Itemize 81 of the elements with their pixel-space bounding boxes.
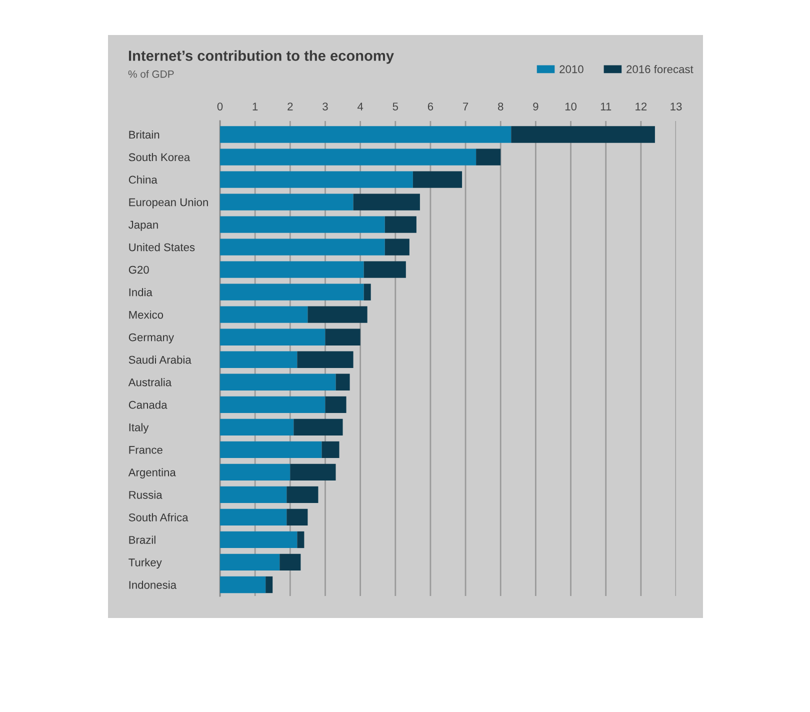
bar (220, 216, 385, 233)
chart-subtitle: % of GDP (128, 70, 174, 78)
y-tick-label: South Korea (128, 152, 190, 162)
bar (325, 328, 360, 346)
bar (294, 418, 343, 436)
bar (280, 554, 301, 571)
y-tick-label: Saudi Arabia (128, 356, 192, 364)
bar (220, 171, 413, 188)
y-tick-label: Argentina (128, 468, 176, 479)
bar (286, 508, 308, 526)
x-tick-label: 13 (670, 102, 682, 110)
legend-label: 2016 forecast (626, 65, 694, 74)
y-tick-label: European Union (129, 198, 208, 208)
bar (220, 306, 308, 323)
bar (220, 261, 364, 278)
x-tick-label: 8 (498, 102, 504, 110)
bar (290, 464, 336, 481)
y-tick-label: Germany (128, 333, 174, 344)
y-tick-label: Australia (128, 378, 172, 386)
x-tick-label: 10 (565, 102, 577, 110)
bar (220, 418, 294, 436)
bar (220, 396, 326, 413)
bar (297, 351, 354, 368)
bar (220, 328, 326, 346)
bar (297, 531, 304, 548)
bar (364, 261, 406, 278)
bar (266, 576, 273, 594)
y-tick-label: Mexico (129, 310, 164, 319)
bar (384, 216, 416, 233)
legend-label: 2010 (560, 65, 584, 74)
bar (412, 171, 462, 188)
bar (220, 351, 298, 368)
bar (220, 554, 280, 571)
y-tick-label: South Africa (128, 513, 188, 522)
y-tick-label: Turkey (128, 558, 162, 569)
x-tick-label: 1 (252, 102, 258, 110)
y-tick-label: India (129, 288, 152, 296)
y-tick-label: Italy (129, 423, 149, 434)
y-tick-label: United States (129, 243, 195, 252)
y-tick-label: Canada (128, 400, 168, 409)
y-tick-label: Brazil (129, 536, 156, 544)
bar (308, 306, 368, 323)
bar (511, 126, 655, 143)
bar (384, 238, 410, 256)
x-tick-label: 5 (392, 102, 398, 110)
x-tick-label: 11 (600, 102, 612, 110)
bar (325, 396, 346, 413)
bar (220, 374, 336, 390)
x-tick-label: 2 (288, 102, 293, 110)
x-tick-label: 0 (217, 102, 223, 110)
bar (220, 194, 354, 210)
bar (220, 284, 364, 300)
x-tick-label: 6 (428, 102, 434, 110)
bar (220, 238, 385, 256)
x-tick-label: 3 (322, 102, 328, 110)
bar (220, 531, 298, 548)
bar (220, 441, 322, 458)
bar (364, 284, 371, 300)
y-tick-label: Indonesia (129, 580, 177, 589)
y-tick-label: Japan (128, 220, 158, 231)
x-tick-label: 4 (357, 102, 364, 110)
y-tick-label: G20 (128, 266, 149, 274)
bar (336, 374, 350, 390)
bar (220, 464, 290, 481)
y-tick-label: Britain (129, 130, 160, 139)
bar (220, 508, 287, 526)
y-tick-label: Russia (129, 490, 162, 499)
x-tick-label: 12 (636, 102, 647, 110)
bar (220, 148, 476, 166)
bar (476, 148, 501, 166)
bar (220, 126, 512, 143)
x-tick-label: 9 (533, 102, 538, 110)
y-tick-label: China (128, 176, 158, 184)
bar (322, 441, 340, 458)
bar (220, 486, 287, 504)
bar (353, 194, 420, 210)
bar (220, 576, 266, 594)
y-tick-label: France (129, 446, 162, 454)
x-tick-label: 7 (463, 102, 468, 110)
bar (286, 486, 318, 504)
chart-title: Internet’s contribution to the economy (128, 50, 394, 64)
